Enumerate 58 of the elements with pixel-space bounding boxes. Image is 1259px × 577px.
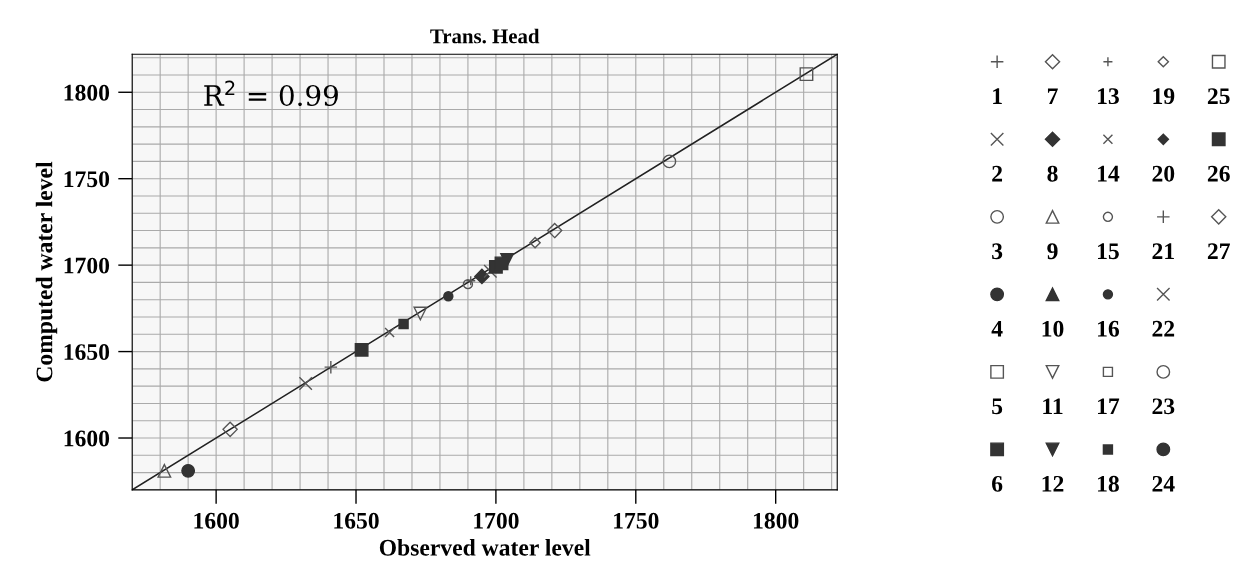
point [398, 318, 409, 330]
point [546, 222, 563, 239]
y-tick-label: 1750 [64, 171, 110, 188]
legend-label: 10 [1042, 320, 1064, 337]
y-tick-label: 1600 [64, 430, 110, 447]
chart-title: Trans. Head [430, 28, 540, 44]
legend-label: 21 [1152, 243, 1174, 259]
x-tick-label: 1750 [614, 512, 659, 529]
point [384, 327, 395, 338]
legend-label: 3 [992, 243, 1003, 260]
legend-label: 22 [1152, 320, 1175, 337]
legend-label: 11 [1043, 398, 1063, 415]
legend-label: 15 [1098, 243, 1119, 260]
point [222, 421, 238, 438]
y-axis-title: Computed water level [35, 161, 58, 382]
legend-label: 1 [993, 88, 1002, 104]
legend-label: 19 [1153, 88, 1175, 105]
x-tick-label: 1600 [194, 512, 239, 529]
y-tick-label: 1800 [64, 84, 110, 101]
y-tick-label: 1700 [64, 257, 110, 274]
point [494, 256, 509, 271]
point [462, 278, 474, 290]
legend-label: 4 [991, 320, 1003, 337]
x-tick-label: 1700 [474, 512, 519, 529]
legend-label: 25 [1207, 88, 1230, 105]
legend-label: 13 [1098, 88, 1119, 105]
legend-label: 2 [992, 165, 1003, 182]
legend-label: 16 [1098, 320, 1120, 337]
legend-label: 6 [992, 475, 1003, 492]
x-tick-label: 1800 [753, 512, 799, 529]
point [474, 268, 490, 285]
point [662, 154, 677, 169]
point [465, 275, 476, 286]
point [529, 236, 541, 249]
legend-label: 12 [1042, 475, 1064, 492]
point [443, 291, 454, 302]
point [413, 306, 428, 321]
point [298, 376, 313, 391]
y-tick-label: 1650 [64, 344, 110, 360]
legend-label: 26 [1207, 165, 1230, 182]
annotation: R$^{2}$ = 0.99 [204, 80, 338, 107]
legend-label: 20 [1152, 165, 1175, 182]
legend-label: 7 [1047, 88, 1058, 104]
point [181, 463, 196, 478]
legend-label: 9 [1047, 243, 1058, 260]
legend-label: 17 [1098, 398, 1120, 415]
point [157, 463, 172, 478]
legend-label: 5 [992, 398, 1003, 415]
legend-label: 18 [1098, 475, 1119, 492]
x-tick-label: 1650 [334, 512, 379, 529]
legend-label: 27 [1207, 243, 1230, 259]
point [799, 67, 814, 82]
legend-label: 8 [1047, 165, 1058, 182]
legend-label: 14 [1098, 165, 1120, 182]
legend-label: 24 [1152, 475, 1175, 492]
legend-label: 23 [1152, 398, 1175, 415]
point [354, 342, 369, 357]
x-axis-title: Observed water level [379, 539, 591, 556]
